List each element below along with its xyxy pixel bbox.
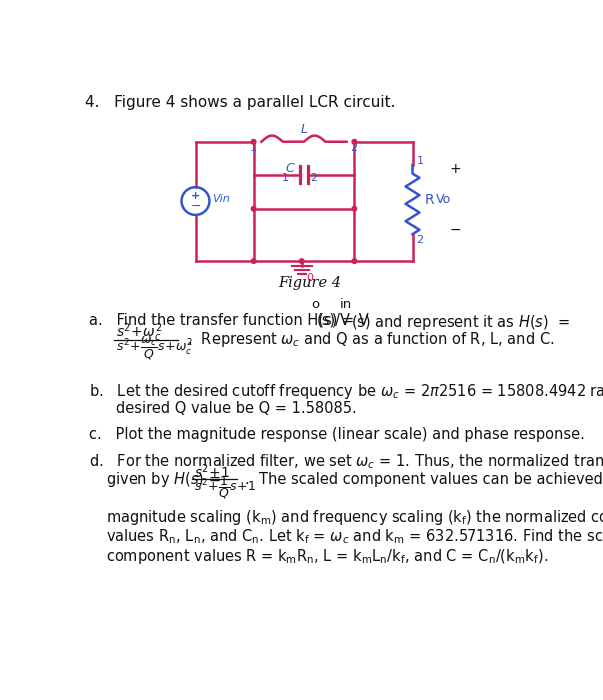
Text: a.   Find the transfer function H(s) = V: a. Find the transfer function H(s) = V [89, 313, 369, 328]
Text: +: + [191, 191, 200, 202]
Text: .  Represent $\omega_c$ and Q as a function of R, L, and C.: . Represent $\omega_c$ and Q as a functi… [187, 330, 554, 349]
Text: 1: 1 [417, 156, 423, 166]
Text: Vin: Vin [212, 195, 230, 204]
Circle shape [251, 206, 256, 211]
Circle shape [251, 139, 256, 144]
Text: .  The scaled component values can be achieved by: . The scaled component values can be ach… [245, 472, 603, 486]
Text: 1: 1 [282, 173, 288, 183]
Circle shape [251, 259, 256, 263]
Text: b.   Let the desired cutoff frequency be $\omega_c$ = 2$\pi$2516 = 15808.4942 ra: b. Let the desired cutoff frequency be $… [89, 382, 603, 401]
Text: $s^2\!+\!\dfrac{\omega_c}{Q}s\!+\!\omega_c^2$: $s^2\!+\!\dfrac{\omega_c}{Q}s\!+\!\omega… [116, 335, 192, 362]
Text: o: o [311, 298, 319, 311]
Text: in: in [339, 298, 352, 311]
Text: values R$_\mathregular{n}$, L$_\mathregular{n}$, and C$_\mathregular{n}$. Let k$: values R$_\mathregular{n}$, L$_\mathregu… [106, 528, 603, 546]
Text: Figure 4: Figure 4 [279, 276, 342, 290]
Text: (s) and represent it as $H(s)$  =: (s) and represent it as $H(s)$ = [350, 313, 570, 332]
Text: C: C [286, 162, 294, 175]
Text: R: R [425, 193, 435, 206]
Text: 2: 2 [350, 143, 357, 153]
Text: component values R = k$_\mathregular{m}$R$_\mathregular{n}$, L = k$_\mathregular: component values R = k$_\mathregular{m}$… [106, 547, 549, 566]
Circle shape [352, 139, 357, 144]
Text: $s^2\!+\!1$: $s^2\!+\!1$ [194, 463, 230, 482]
Text: 1: 1 [250, 143, 257, 153]
Text: $s^2\!+\!\dfrac{1}{Q}s\!+\!1$: $s^2\!+\!\dfrac{1}{Q}s\!+\!1$ [194, 474, 256, 501]
Text: 0: 0 [306, 273, 314, 283]
Text: given by $H(s)$ =: given by $H(s)$ = [106, 470, 221, 489]
Text: L: L [300, 123, 308, 136]
Text: −: − [450, 223, 461, 237]
Circle shape [352, 259, 357, 263]
Text: 2: 2 [310, 173, 317, 183]
Text: 4.   Figure 4 shows a parallel LCR circuit.: 4. Figure 4 shows a parallel LCR circuit… [84, 94, 395, 110]
Text: (s)/V: (s)/V [317, 313, 350, 328]
Text: −: − [191, 200, 201, 213]
Text: Vo: Vo [436, 193, 451, 206]
Text: desired Q value be Q = 1.58085.: desired Q value be Q = 1.58085. [116, 401, 356, 416]
Text: $s^2\!+\!\omega_c^2$: $s^2\!+\!\omega_c^2$ [116, 321, 162, 344]
Text: +: + [450, 162, 461, 176]
Text: c.   Plot the magnitude response (linear scale) and phase response.: c. Plot the magnitude response (linear s… [89, 427, 585, 442]
Text: magnitude scaling (k$_\mathregular{m}$) and frequency scaling (k$_\mathregular{f: magnitude scaling (k$_\mathregular{m}$) … [106, 508, 603, 527]
Text: d.   For the normalized filter, we set $\omega_c$ = 1. Thus, the normalized tran: d. For the normalized filter, we set $\o… [89, 452, 603, 471]
Text: 2: 2 [417, 235, 423, 245]
Circle shape [299, 259, 304, 263]
Circle shape [352, 206, 357, 211]
